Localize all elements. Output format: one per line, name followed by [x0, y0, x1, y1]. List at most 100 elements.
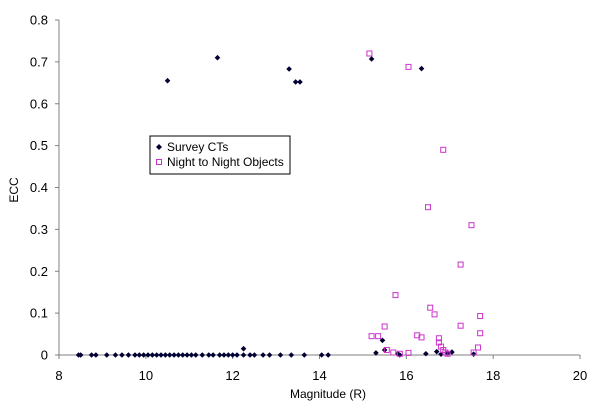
point-survey-cts: [171, 352, 177, 358]
point-survey-cts: [103, 352, 110, 358]
point-survey-cts: [247, 352, 253, 358]
point-survey-cts: [149, 352, 156, 358]
point-survey-cts: [205, 352, 212, 358]
point-survey-cts: [418, 65, 425, 72]
point-survey-cts: [158, 352, 164, 358]
point-survey-cts: [88, 352, 95, 358]
point-survey-cts: [192, 352, 199, 358]
point-survey-cts: [288, 352, 295, 358]
point-survey-cts: [234, 352, 240, 358]
point-night-to-night-objects: [392, 292, 399, 299]
point-survey-cts: [210, 352, 216, 358]
point-survey-cts: [166, 352, 173, 358]
point-night-to-night-objects: [468, 222, 475, 229]
y-tick-label: 0.7: [30, 54, 48, 69]
point-night-to-night-objects: [375, 333, 382, 340]
x-tick-label: 18: [486, 368, 500, 383]
point-survey-cts: [77, 352, 84, 358]
point-night-to-night-objects: [396, 350, 403, 357]
point-survey-cts: [162, 352, 169, 358]
point-night-to-night-objects: [444, 350, 451, 357]
point-survey-cts: [266, 352, 273, 358]
point-survey-cts: [216, 352, 223, 358]
data-points: [75, 50, 484, 358]
point-night-to-night-objects: [431, 311, 438, 318]
point-night-to-night-objects: [457, 322, 464, 329]
point-survey-cts: [240, 352, 247, 358]
legend-marker-survey-cts: [156, 144, 162, 150]
point-survey-cts: [368, 56, 375, 62]
y-tick-label: 0.8: [30, 13, 48, 28]
point-night-to-night-objects: [405, 349, 412, 356]
point-night-to-night-objects: [435, 335, 442, 342]
x-tick-label: 20: [573, 368, 587, 383]
point-survey-cts: [470, 351, 477, 357]
point-survey-cts: [184, 352, 190, 358]
legend: Survey CTs Night to Night Objects: [149, 135, 291, 175]
point-survey-cts: [325, 352, 331, 358]
point-night-to-night-objects: [470, 349, 477, 356]
legend-box: [149, 135, 291, 175]
point-survey-cts: [119, 352, 125, 358]
point-survey-cts: [277, 352, 284, 358]
legend-label-night-to-night: Night to Night Objects: [167, 155, 284, 169]
y-axis-ticks: 0 0.1 0.2 0.3 0.4 0.5 0.6 0.7 0.8: [30, 13, 59, 363]
point-survey-cts: [301, 352, 308, 358]
point-night-to-night-objects: [457, 261, 464, 268]
point-night-to-night-objects: [427, 304, 434, 311]
point-survey-cts: [373, 350, 379, 356]
point-survey-cts: [225, 352, 232, 358]
point-survey-cts: [260, 352, 266, 358]
y-axis-title: ECC: [7, 177, 21, 203]
point-survey-cts: [251, 352, 258, 358]
point-night-to-night-objects: [477, 313, 484, 320]
point-survey-cts: [221, 352, 227, 358]
point-survey-cts: [433, 348, 440, 355]
point-survey-cts: [132, 352, 138, 358]
point-survey-cts: [164, 77, 171, 84]
point-night-to-night-objects: [381, 323, 388, 330]
point-survey-cts: [286, 66, 292, 72]
point-night-to-night-objects: [418, 334, 425, 341]
point-night-to-night-objects: [368, 333, 375, 340]
point-survey-cts: [318, 352, 325, 358]
x-tick-label: 8: [55, 368, 62, 383]
y-tick-label: 0.2: [30, 264, 48, 279]
point-survey-cts: [140, 352, 147, 358]
point-survey-cts: [199, 352, 206, 358]
point-night-to-night-objects: [425, 204, 432, 211]
point-survey-cts: [214, 54, 221, 61]
point-survey-cts: [136, 352, 143, 358]
y-tick-label: 0.5: [30, 138, 48, 153]
y-tick-label: 0.4: [30, 180, 48, 195]
point-survey-cts: [125, 352, 132, 358]
y-tick-label: 0.3: [30, 222, 48, 237]
point-night-to-night-objects: [390, 349, 397, 356]
legend-label-survey-cts: Survey CTs: [167, 140, 228, 154]
x-axis-title: Magnitude (R): [290, 387, 366, 401]
point-survey-cts: [179, 352, 186, 358]
point-night-to-night-objects: [383, 346, 390, 353]
point-survey-cts: [438, 351, 444, 357]
point-survey-cts: [240, 345, 247, 352]
x-tick-label: 12: [225, 368, 239, 383]
point-survey-cts: [153, 352, 160, 358]
point-survey-cts: [112, 352, 119, 358]
x-tick-label: 10: [139, 368, 153, 383]
point-survey-cts: [188, 352, 195, 358]
point-night-to-night-objects: [405, 63, 412, 70]
point-survey-cts: [93, 352, 99, 358]
y-tick-label: 0.6: [30, 96, 48, 111]
legend-marker-night-to-night: [156, 159, 162, 165]
x-axis-ticks: 8 10 12 14 16 18 20: [55, 355, 587, 383]
point-survey-cts: [229, 352, 236, 358]
point-survey-cts: [175, 352, 182, 358]
x-tick-label: 16: [399, 368, 413, 383]
point-survey-cts: [423, 350, 429, 357]
point-night-to-night-objects: [474, 344, 481, 351]
y-tick-label: 0.1: [30, 306, 48, 321]
y-tick-label: 0: [41, 348, 48, 363]
point-night-to-night-objects: [477, 330, 484, 337]
point-survey-cts: [297, 79, 303, 85]
